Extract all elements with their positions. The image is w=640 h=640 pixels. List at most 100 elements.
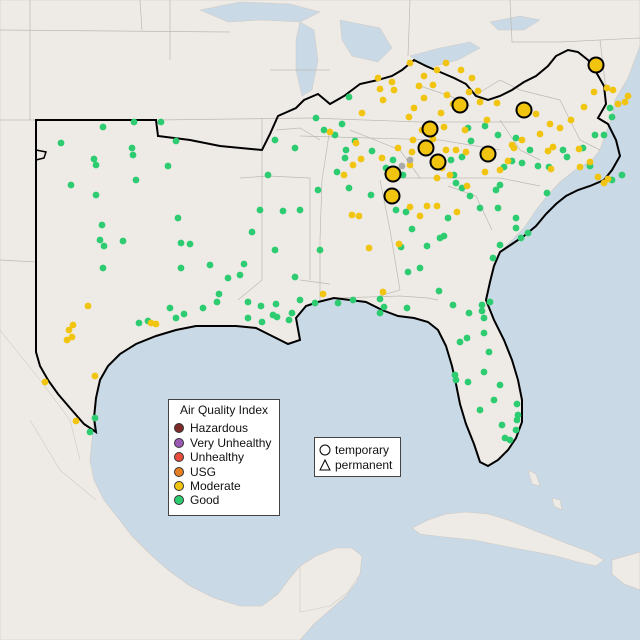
monitor-good <box>213 298 221 306</box>
monitor-moderate <box>575 145 583 153</box>
monitor-good <box>331 131 339 139</box>
monitor-good <box>435 287 443 295</box>
monitor-moderate <box>600 179 608 187</box>
monitor-good <box>480 329 488 337</box>
land-bahamas <box>527 469 563 511</box>
legend-label: permanent <box>335 458 393 472</box>
monitor-moderate <box>406 59 414 67</box>
monitor-good <box>271 136 279 144</box>
monitor-moderate <box>65 326 73 334</box>
monitor-good <box>452 376 460 384</box>
monitor-moderate <box>349 161 357 169</box>
monitor-good <box>345 184 353 192</box>
monitor-moderate <box>326 128 334 136</box>
monitor-moderate <box>576 163 584 171</box>
monitor-moderate <box>590 88 598 96</box>
monitor-good <box>92 161 100 169</box>
monitor-moderate <box>406 203 414 211</box>
monitor-moderate <box>508 141 516 149</box>
legend-label: Very Unhealthy <box>190 436 272 450</box>
monitor-good <box>466 192 474 200</box>
monitor-good <box>496 241 504 249</box>
monitor-good <box>506 436 514 444</box>
monitor-moderate <box>365 244 373 252</box>
monitor-good <box>490 396 498 404</box>
monitor-good <box>512 224 520 232</box>
monitor-good <box>132 176 140 184</box>
monitor-good <box>498 421 506 429</box>
monitor-good <box>526 146 534 154</box>
monitor-type-legend: temporary permanent <box>314 437 401 477</box>
legend-title: Air Quality Index <box>179 403 269 417</box>
monitor-moderate <box>532 110 540 118</box>
monitor-good <box>341 154 349 162</box>
monitor-moderate <box>388 78 396 86</box>
monitor-good <box>273 313 281 321</box>
legend-item-temporary: temporary <box>319 443 389 457</box>
circle-icon <box>319 444 331 456</box>
monitor-good <box>296 206 304 214</box>
monitor-moderate <box>348 211 356 219</box>
monitor-good <box>157 118 165 126</box>
monitor-good <box>166 304 174 312</box>
monitor-good <box>423 242 431 250</box>
monitor-moderate <box>91 372 99 380</box>
monitor-moderate <box>603 84 611 92</box>
monitor-good <box>186 240 194 248</box>
monitor-moderate <box>544 147 552 155</box>
monitor-moderate <box>394 144 402 152</box>
monitor-good <box>257 302 265 310</box>
monitor-good <box>465 309 473 317</box>
region-outline <box>35 48 622 468</box>
temporary-monitor-moderate <box>421 120 439 138</box>
monitor-good <box>215 290 223 298</box>
monitor-moderate <box>352 139 360 147</box>
monitor-good <box>517 234 525 242</box>
legend-label: Hazardous <box>190 421 249 435</box>
monitor-good <box>334 299 342 307</box>
temporary-monitor-moderate <box>479 145 497 163</box>
monitor-good <box>135 319 143 327</box>
monitor-good <box>172 137 180 145</box>
monitor-good <box>272 300 280 308</box>
monitor-good <box>492 186 500 194</box>
monitor-moderate <box>609 86 617 94</box>
monitor-moderate <box>461 126 469 134</box>
monitor-moderate <box>481 168 489 176</box>
monitor-good <box>606 104 614 112</box>
monitor-good <box>402 208 410 216</box>
monitor-good <box>376 309 384 317</box>
monitor-good <box>368 147 376 155</box>
monitor-moderate <box>406 161 414 169</box>
monitor-good <box>376 295 384 303</box>
monitor-moderate <box>504 157 512 165</box>
monitor-good <box>240 260 248 268</box>
monitor-moderate <box>453 208 461 216</box>
monitor-good <box>338 120 346 128</box>
legend-item-usg: USG <box>174 465 216 479</box>
monitor-moderate <box>340 171 348 179</box>
monitor-good <box>486 298 494 306</box>
monitor-moderate <box>518 136 526 144</box>
monitor-good <box>452 179 460 187</box>
monitor-good <box>130 118 138 126</box>
monitor-good <box>180 310 188 318</box>
swatch-unhealthy <box>174 452 184 462</box>
monitor-good <box>389 156 397 164</box>
monitor-good <box>494 131 502 139</box>
monitor-moderate <box>442 146 450 154</box>
monitor-good <box>403 304 411 312</box>
monitor-good <box>444 214 452 222</box>
monitor-good <box>320 126 328 134</box>
region-outline-northwest <box>35 149 47 161</box>
legend-label: Unhealthy <box>190 450 245 464</box>
monitor-good <box>480 314 488 322</box>
monitor-good <box>349 296 357 304</box>
temporary-monitor-moderate <box>417 139 435 157</box>
temporary-monitor-moderate <box>429 153 447 171</box>
monitor-moderate <box>465 88 473 96</box>
temporary-monitor-moderate <box>383 187 401 205</box>
monitor-good <box>312 114 320 122</box>
monitor-moderate <box>69 321 77 329</box>
